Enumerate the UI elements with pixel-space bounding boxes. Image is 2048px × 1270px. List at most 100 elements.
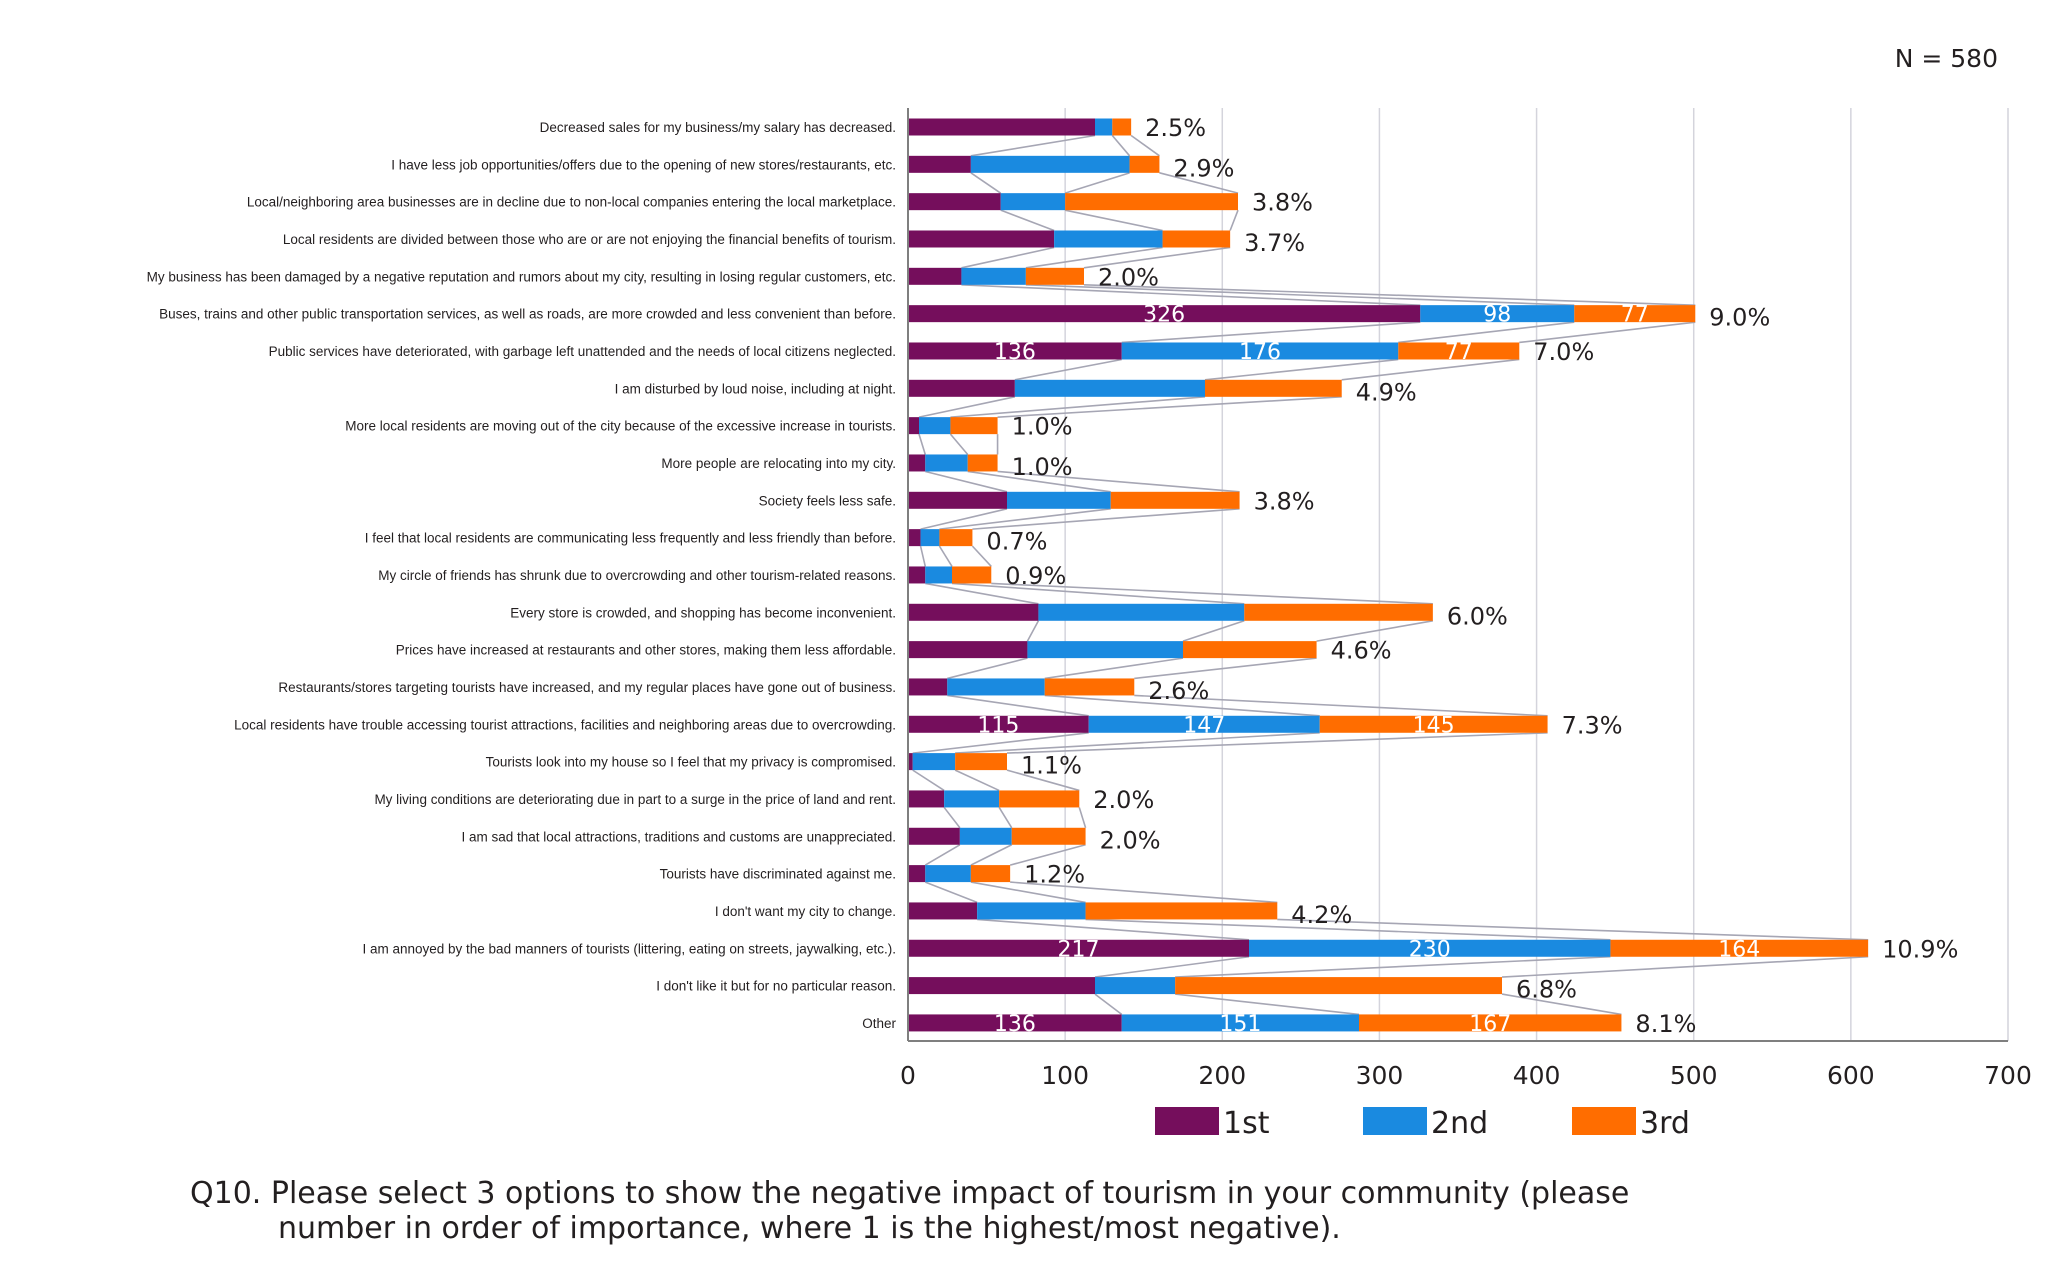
series-line-1st-20 — [924, 844, 961, 866]
series-line-2nd-16 — [1044, 694, 1320, 717]
bar-segment-2nd-row-12 — [920, 529, 940, 547]
category-label: I am annoyed by the bad manners of touri… — [362, 941, 896, 956]
x-tick-label: 100 — [1041, 1061, 1089, 1090]
segment-value-label-2nd: 176 — [1239, 340, 1281, 365]
segment-value-label-3rd: 77 — [1445, 340, 1473, 365]
segment-value-label-3rd: 77 — [1621, 303, 1649, 328]
category-label: I don't like it but for no particular re… — [656, 979, 896, 994]
segment-value-label-1st: 136 — [994, 1012, 1036, 1037]
series-line-3rd-15 — [1134, 657, 1317, 680]
category-label: More people are relocating into my city. — [661, 456, 896, 471]
bar-segment-2nd-row-10 — [925, 454, 968, 472]
bar-segment-1st-row-7 — [908, 342, 1122, 360]
bar-segment-2nd-row-2 — [970, 155, 1130, 173]
bar-segment-3rd-row-5 — [1025, 267, 1084, 285]
bar-segment-3rd-row-14 — [1244, 603, 1433, 621]
percent-label: 3.8% — [1254, 487, 1315, 515]
bar-segment-3rd-row-22 — [1085, 902, 1278, 920]
series-line-2nd-23 — [1175, 955, 1611, 978]
segment-value-label-1st: 326 — [1143, 303, 1185, 328]
segment-value-label-2nd: 230 — [1409, 937, 1451, 962]
x-tick-label: 700 — [1984, 1061, 2032, 1090]
gridlines — [1064, 108, 2009, 1041]
percent-label: 4.6% — [1331, 637, 1392, 665]
series-line-1st-9 — [918, 433, 927, 455]
series-line-1st-16 — [947, 694, 1089, 717]
bar-segment-3rd-row-18 — [955, 753, 1007, 771]
percent-label: 6.8% — [1516, 976, 1577, 1004]
bar-segment-1st-row-21 — [908, 865, 926, 883]
bar-segment-2nd-row-14 — [1038, 603, 1245, 621]
category-label: Local residents have trouble accessing t… — [234, 717, 896, 732]
series-line-1st-23 — [1094, 955, 1250, 978]
caption-line-2: number in order of importance, where 1 i… — [278, 1211, 1341, 1246]
bar-segment-1st-row-19 — [908, 790, 945, 808]
percent-label: 2.0% — [1098, 263, 1159, 291]
percent-label: 3.7% — [1244, 229, 1305, 257]
series-line-3rd-18 — [1006, 769, 1080, 792]
series-line-2nd-21 — [970, 881, 1086, 904]
category-label: Local residents are divided between thos… — [283, 232, 896, 247]
category-label: Society feels less safe. — [759, 493, 896, 508]
category-label: Prices have increased at restaurants and… — [396, 643, 896, 658]
series-line-3rd-5 — [1083, 284, 1696, 306]
bar-segment-2nd-row-23 — [1249, 939, 1611, 957]
series-line-2nd-1 — [1111, 134, 1131, 157]
segment-value-label-2nd: 98 — [1483, 303, 1511, 328]
bar-segment-2nd-row-16 — [947, 678, 1045, 696]
legend-label-3rd: 3rd — [1640, 1106, 1690, 1141]
series-line-2nd-5 — [1025, 284, 1575, 306]
category-label: Every store is crowded, and shopping has… — [510, 605, 896, 620]
series-line-1st-14 — [1026, 620, 1040, 642]
bar-segment-1st-row-4 — [908, 230, 1055, 248]
series-line-1st-8 — [918, 396, 1016, 418]
series-line-2nd-11 — [939, 508, 1111, 530]
bar-segment-2nd-row-18 — [912, 753, 956, 771]
caption-line-1: Q10. Please select 3 options to show the… — [190, 1176, 1630, 1211]
series-line-3rd-7 — [1341, 358, 1520, 381]
x-tick-label: 600 — [1827, 1061, 1875, 1090]
series-line-1st-12 — [919, 545, 927, 567]
series-line-1st-11 — [920, 508, 1008, 530]
bar-segment-1st-row-5 — [908, 267, 962, 285]
bar-segment-3rd-row-7 — [1398, 342, 1520, 360]
bar-segment-1st-row-13 — [908, 566, 926, 584]
series-line-1st-18 — [912, 769, 945, 792]
segment-value-label-1st: 115 — [977, 713, 1019, 738]
category-label: My business has been damaged by a negati… — [147, 269, 896, 284]
series-line-2nd-14 — [1182, 620, 1245, 642]
bar-segment-1st-row-14 — [908, 603, 1039, 621]
series-line-3rd-2 — [1159, 172, 1239, 194]
percent-label: 1.0% — [1012, 453, 1073, 481]
series-line-3rd-17 — [1006, 731, 1548, 754]
series-line-3rd-14 — [1316, 620, 1433, 642]
category-label: I feel that local residents are communic… — [365, 531, 896, 546]
bar-segment-2nd-row-6 — [1420, 305, 1575, 323]
series-line-2nd-24 — [1175, 993, 1360, 1016]
series-line-2nd-10 — [967, 470, 1111, 493]
bar-segment-2nd-row-25 — [1121, 1014, 1359, 1032]
bar-segment-3rd-row-23 — [1610, 939, 1869, 957]
bar-segment-3rd-row-9 — [950, 417, 998, 435]
bar-segment-1st-row-8 — [908, 379, 1015, 397]
category-label: Buses, trains and other public transport… — [159, 307, 896, 322]
segment-value-label-3rd: 167 — [1469, 1012, 1511, 1037]
series-lines — [912, 134, 1869, 1016]
segment-value-label-2nd: 151 — [1219, 1012, 1261, 1037]
bar-segment-3rd-row-15 — [1183, 641, 1317, 659]
series-line-3rd-12 — [971, 545, 992, 568]
series-line-3rd-19 — [1078, 807, 1087, 829]
percent-label: 10.9% — [1882, 935, 1958, 963]
percent-label: 0.9% — [1005, 562, 1066, 590]
category-label: I don't want my city to change. — [715, 904, 896, 919]
series-line-1st-17 — [912, 731, 1089, 754]
percent-label: 4.9% — [1356, 378, 1417, 406]
percent-label: 2.9% — [1173, 154, 1234, 182]
series-line-1st-10 — [925, 470, 1008, 493]
bar-segment-3rd-row-25 — [1359, 1014, 1622, 1032]
bar-segment-2nd-row-15 — [1027, 641, 1183, 659]
bar-segment-3rd-row-1 — [1112, 118, 1132, 136]
legend-label-2nd: 2nd — [1431, 1106, 1488, 1141]
percent-label: 4.2% — [1291, 901, 1352, 929]
segment-value-label-2nd: 147 — [1183, 713, 1225, 738]
